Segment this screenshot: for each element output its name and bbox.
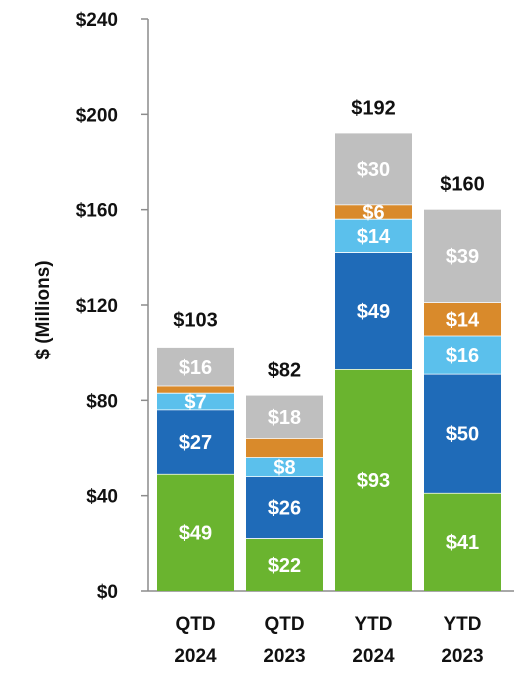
data-label: $50	[446, 424, 479, 446]
total-label: $192	[351, 97, 396, 119]
x-tick-label: YTD	[444, 614, 482, 635]
y-tick-label: $240	[76, 10, 118, 31]
bar-segment	[335, 133, 412, 205]
data-label: $30	[357, 159, 390, 181]
data-label: $41	[446, 532, 479, 554]
total-label: $160	[440, 174, 485, 196]
y-tick-label: $0	[97, 582, 118, 603]
bar-segment	[157, 386, 234, 394]
data-label: $16	[446, 345, 479, 367]
bar-segment	[246, 457, 323, 477]
bar-segment	[424, 302, 501, 336]
bar-segment	[157, 393, 234, 410]
total-label: $82	[268, 360, 301, 382]
y-tick-label: $80	[86, 391, 118, 412]
bar-segment	[246, 395, 323, 439]
x-tick-label: 2023	[441, 646, 483, 667]
data-label: $14	[357, 226, 391, 248]
bar-segment	[157, 474, 234, 591]
bar-segment	[335, 369, 412, 591]
data-label: $7	[184, 392, 206, 414]
data-label: $39	[446, 246, 479, 268]
x-tick-label: QTD	[264, 614, 304, 635]
data-label: $93	[357, 470, 390, 492]
data-label: $14	[446, 309, 480, 331]
bar-segment	[424, 374, 501, 494]
data-label: $49	[179, 523, 212, 545]
y-tick-label: $160	[76, 201, 118, 222]
bar-segment	[157, 409, 234, 475]
data-label: $26	[268, 498, 301, 520]
bar-segment	[157, 347, 234, 387]
x-tick-label: 2024	[352, 646, 395, 667]
y-tick-label: $120	[76, 296, 118, 317]
bar-segment	[424, 493, 501, 591]
data-label: $49	[357, 301, 390, 323]
bar-segment	[246, 438, 323, 458]
y-tick-label: $40	[86, 487, 118, 508]
bar-segment	[335, 252, 412, 370]
total-label: $103	[173, 310, 218, 332]
bar-segment	[335, 204, 412, 220]
y-axis-label: $ (Millions)	[33, 260, 54, 359]
data-label: $16	[179, 357, 212, 379]
x-tick-label: 2024	[174, 646, 217, 667]
data-label: $18	[268, 407, 301, 429]
bar-segment	[246, 476, 323, 539]
data-label: $6	[362, 202, 384, 224]
data-label: $27	[179, 432, 212, 454]
chart-labels: $49 $27 $7 $16 $103 QTD 2024 $22 $26 $8 $18 $82 QTD 2…	[173, 97, 485, 667]
x-tick-label: YTD	[355, 614, 393, 635]
data-label: $8	[273, 457, 295, 479]
data-label: $22	[268, 555, 301, 577]
y-tick-label: $200	[76, 105, 118, 126]
chart-bars	[157, 133, 501, 591]
bar-segment	[335, 219, 412, 253]
bar-segment	[424, 209, 501, 303]
x-tick-label: 2023	[263, 646, 305, 667]
bar-segment	[424, 335, 501, 375]
x-tick-label: QTD	[175, 614, 215, 635]
bar-segment	[246, 538, 323, 591]
